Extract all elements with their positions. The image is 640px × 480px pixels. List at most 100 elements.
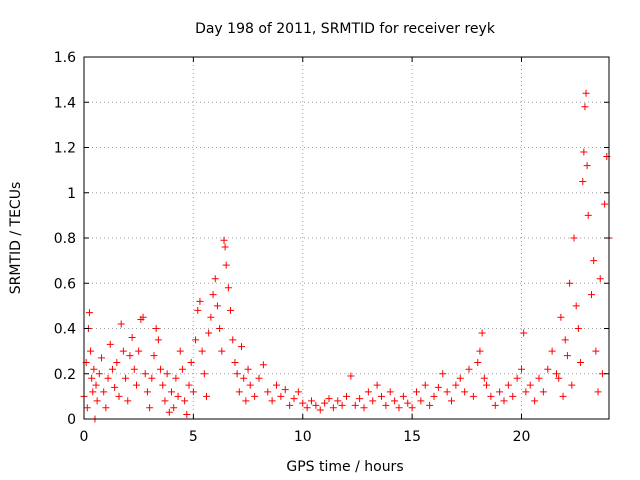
data-point-marker <box>286 401 294 409</box>
data-point-marker <box>183 410 191 418</box>
data-point-marker <box>221 243 229 251</box>
data-point-marker <box>581 103 589 111</box>
data-point-marker <box>141 370 149 378</box>
data-point-marker <box>588 291 595 299</box>
data-point-marker <box>582 89 590 97</box>
data-point-marker <box>580 148 588 156</box>
data-point-marker <box>229 336 237 344</box>
data-point-marker <box>351 401 359 409</box>
data-point-marker <box>308 397 315 405</box>
data-point-marker <box>539 388 547 396</box>
data-point-marker <box>434 383 442 391</box>
y-tick-label: 0.4 <box>54 322 76 338</box>
data-point-marker <box>399 392 407 400</box>
data-point-marker <box>251 392 259 400</box>
data-point-marker <box>504 381 512 389</box>
data-point-marker <box>170 404 178 412</box>
data-point-marker <box>338 401 346 409</box>
data-point-marker <box>325 395 333 403</box>
data-point-marker <box>244 365 252 373</box>
data-point-marker <box>544 365 552 373</box>
data-point-marker <box>404 399 412 407</box>
y-tick-label: 1.4 <box>54 95 76 111</box>
data-point-marker <box>596 275 604 283</box>
data-point-marker <box>119 347 127 355</box>
y-tick-label: 0.2 <box>54 367 76 383</box>
data-point-marker <box>178 365 186 373</box>
data-point-marker <box>548 347 556 355</box>
data-point-marker <box>128 334 136 342</box>
data-point-marker <box>148 374 156 382</box>
data-point-marker <box>216 325 224 332</box>
data-point-marker <box>87 347 95 355</box>
data-point-marker <box>448 397 455 405</box>
data-point-marker <box>259 361 267 369</box>
x-tick-label: 0 <box>80 429 89 445</box>
data-point-marker <box>601 200 609 208</box>
data-point-marker <box>561 336 569 344</box>
axis-ticks <box>83 56 609 420</box>
data-point-marker <box>174 392 182 400</box>
data-point-marker <box>111 383 119 391</box>
data-point-marker <box>143 388 151 396</box>
chart-title: Day 198 of 2011, SRMTID for receiver rey… <box>195 21 496 37</box>
y-axis-label: SRMTID / TECUs <box>8 182 24 295</box>
data-point-marker <box>555 374 563 382</box>
data-point-marker <box>146 404 154 412</box>
data-point-marker <box>172 374 180 382</box>
data-point-marker <box>369 397 377 405</box>
data-point-marker <box>227 306 235 314</box>
data-point-marker <box>557 313 565 321</box>
data-point-marker <box>465 365 473 373</box>
data-point-marker <box>207 313 215 321</box>
data-point-marker <box>513 374 521 382</box>
data-point-marker <box>102 404 110 412</box>
data-point-marker <box>135 347 143 355</box>
data-point-marker <box>500 397 508 405</box>
data-point-marker <box>268 397 276 405</box>
data-point-marker <box>255 374 263 382</box>
data-point-marker <box>299 399 307 407</box>
x-tick-labels: 0 5 10 15 20 <box>80 429 531 445</box>
data-point-marker <box>570 234 578 242</box>
x-tick-label: 5 <box>189 429 198 445</box>
data-point-marker <box>535 374 543 382</box>
data-point-marker <box>520 329 528 337</box>
data-point-marker <box>150 352 158 360</box>
data-point-marker <box>231 358 239 366</box>
data-point-marker <box>242 397 250 405</box>
data-point-marker <box>452 381 460 389</box>
data-point-marker <box>220 236 228 244</box>
data-point-marker <box>90 365 98 373</box>
data-point-marker <box>200 370 208 378</box>
data-point-marker <box>559 392 567 400</box>
data-point-marker <box>222 261 230 269</box>
data-point-marker <box>408 404 416 412</box>
data-point-marker <box>478 329 486 337</box>
data-point-marker <box>590 257 598 265</box>
data-point-marker <box>93 397 101 405</box>
data-point-marker <box>240 374 248 382</box>
data-point-marker <box>312 401 320 409</box>
data-point-marker <box>198 347 206 355</box>
plot-frame <box>83 56 610 420</box>
data-point-marker <box>417 397 425 405</box>
data-point-marker <box>108 365 116 373</box>
x-tick-label: 20 <box>513 429 531 445</box>
data-point-marker <box>426 401 434 409</box>
data-point-marker <box>572 302 580 310</box>
data-point-marker <box>205 329 213 337</box>
x-axis-label: GPS time / hours <box>286 459 403 475</box>
y-tick-label: 1 <box>67 186 76 202</box>
data-point-marker <box>83 404 91 412</box>
y-tick-label: 0.6 <box>54 276 76 292</box>
data-point-marker <box>189 388 197 396</box>
data-point-marker <box>347 372 355 380</box>
x-tick-label: 15 <box>403 429 421 445</box>
y-tick-label: 1.2 <box>54 141 76 157</box>
data-point-marker <box>95 370 103 378</box>
data-point-marker <box>356 395 364 403</box>
x-tick-label: 10 <box>294 429 312 445</box>
data-point-marker <box>277 392 285 400</box>
